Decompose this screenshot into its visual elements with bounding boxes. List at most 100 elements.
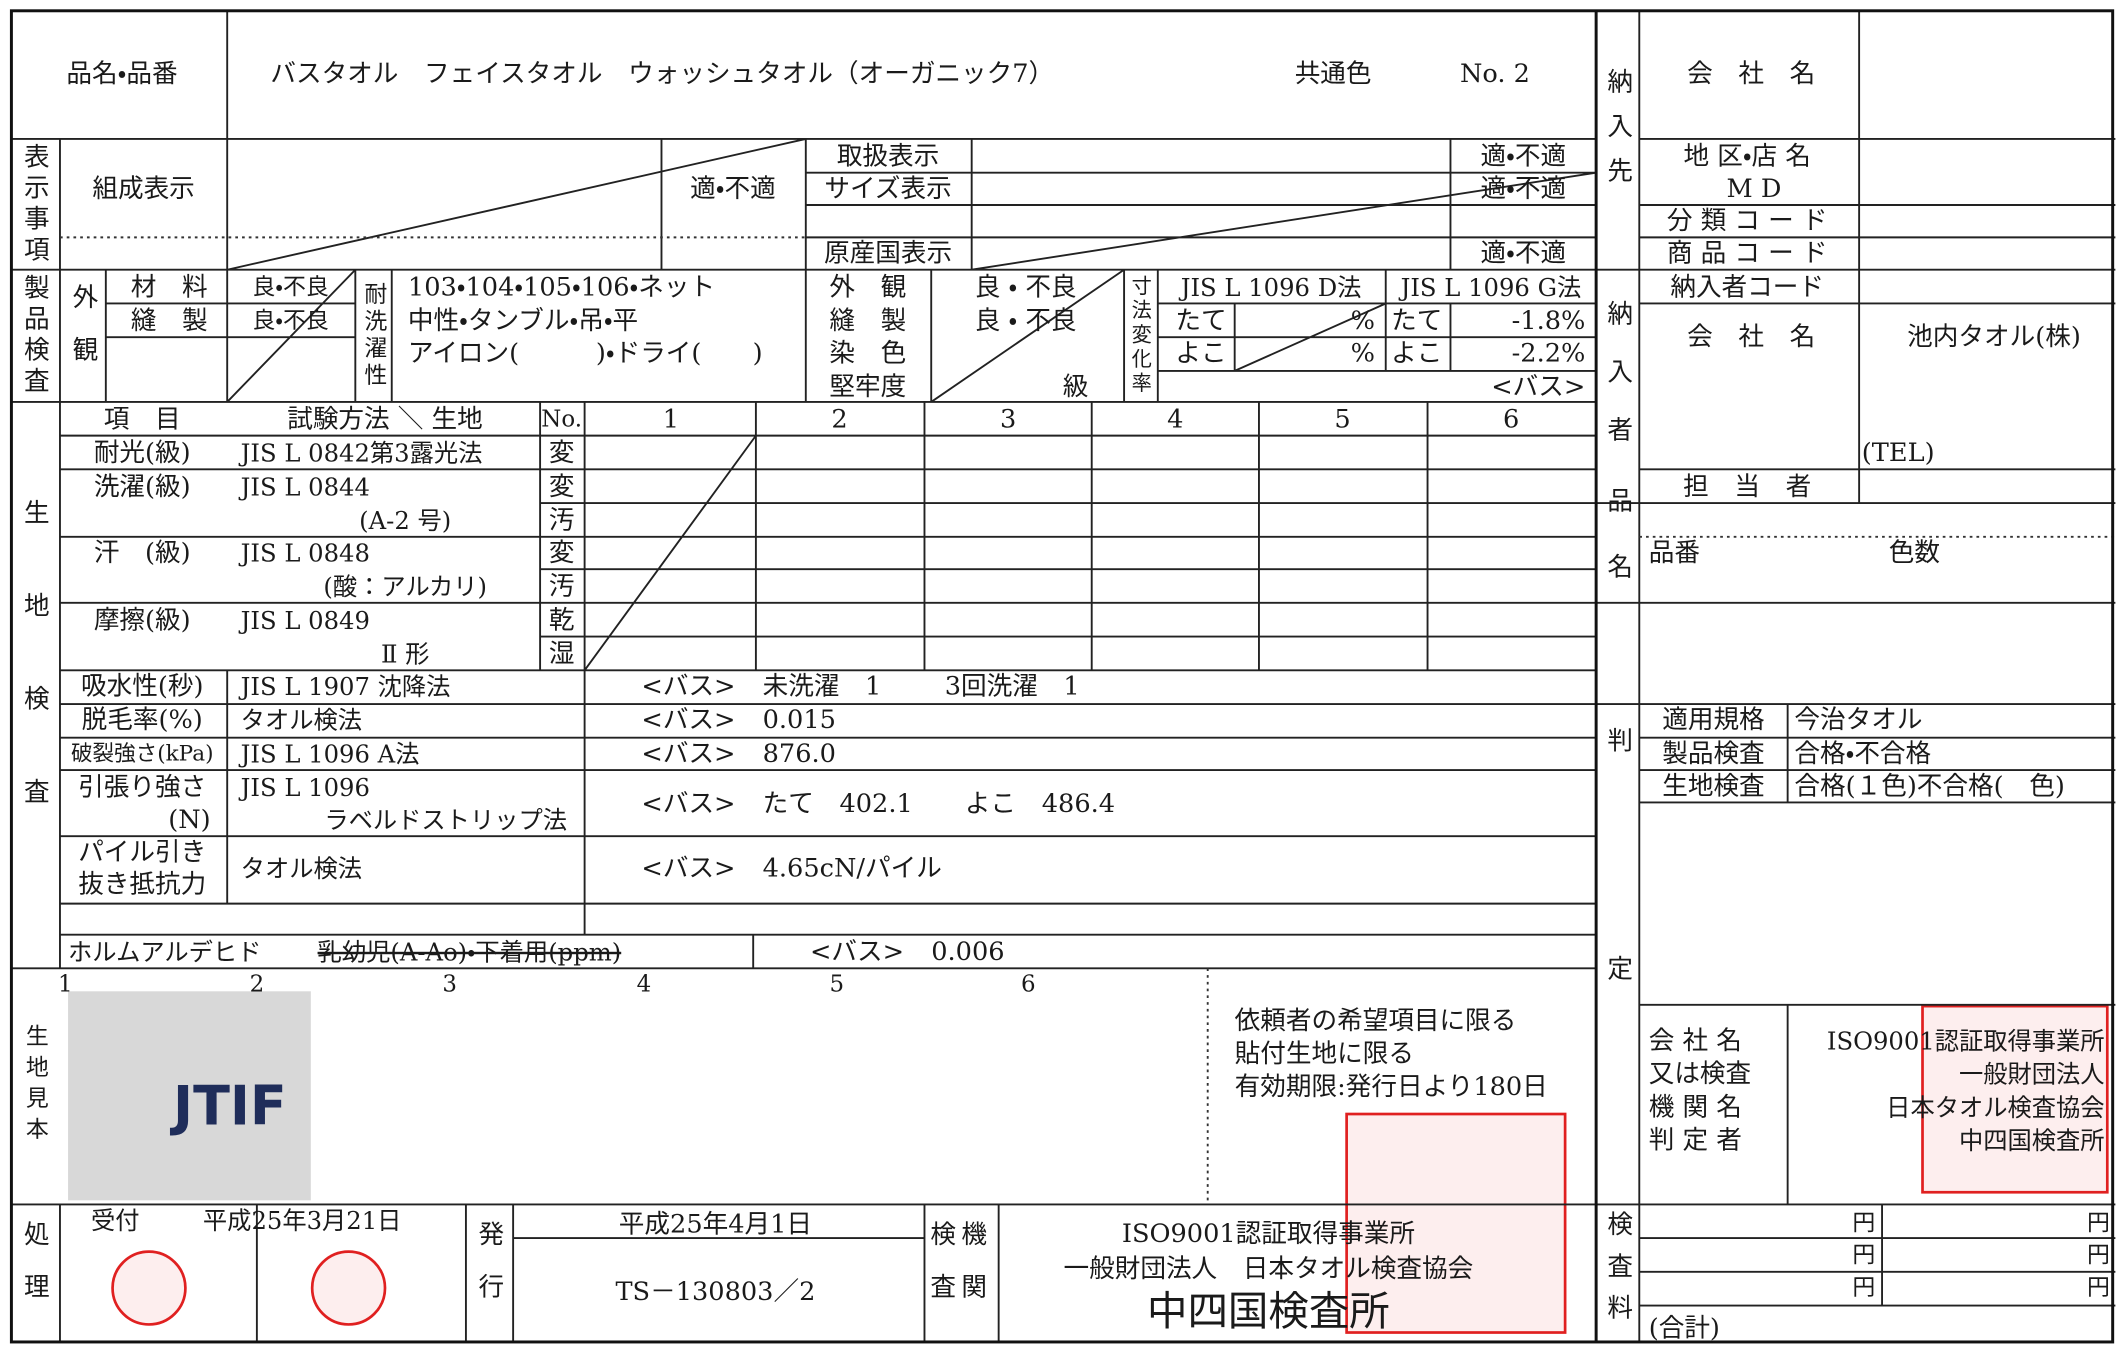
samples: 4 bbox=[1167, 404, 1183, 434]
samples: 3 bbox=[1000, 404, 1016, 434]
method: JIS L 1096 A法 bbox=[238, 739, 420, 768]
weft-g-value: -2.2% bbox=[1512, 338, 1586, 368]
sample: <バス> bbox=[641, 739, 735, 769]
item: 引張り強さ bbox=[78, 773, 206, 803]
section: 処理 bbox=[19, 1220, 49, 1326]
product-label: 品名・品番 bbox=[66, 59, 177, 89]
method: JIS L 1907 沈降法 bbox=[238, 672, 451, 701]
numbers: 4 bbox=[637, 972, 652, 998]
percent-d-weft: % bbox=[1351, 338, 1375, 368]
org-label: 検査 bbox=[926, 1220, 956, 1326]
method: Ⅱ 形 bbox=[381, 640, 429, 669]
values: 0.015 bbox=[763, 705, 836, 735]
method: JIS L 0844 bbox=[238, 472, 370, 501]
company-name: 会 社 名 bbox=[1687, 59, 1815, 89]
section: 表示事項 bbox=[19, 143, 49, 268]
issue-date: 平成25年4月1日 bbox=[619, 1210, 812, 1240]
product-check-label: 製品検査 bbox=[1662, 739, 1764, 769]
item: (N) bbox=[168, 805, 210, 835]
sewing-result: 良・不良 bbox=[252, 308, 329, 334]
method: 試験方法 ＼ 生地 bbox=[287, 404, 483, 434]
method: タオル検法 bbox=[241, 706, 362, 735]
item: ホルムアルデヒド bbox=[68, 938, 261, 967]
origin: 原産国表示 bbox=[824, 239, 952, 269]
material-result: 良・不良 bbox=[252, 274, 329, 300]
sample-swatch bbox=[68, 991, 311, 1201]
sewing2-result: 良 ・ 不良 bbox=[975, 306, 1077, 336]
samples: 6 bbox=[1503, 404, 1519, 434]
judge-labels: 判 定 者 bbox=[1649, 1125, 1742, 1155]
method: タオル検法 bbox=[241, 854, 362, 883]
size: サイズ表示 bbox=[824, 174, 951, 204]
sample: <バス> bbox=[1491, 372, 1585, 402]
method: JIS L 0842第3露光法 bbox=[238, 439, 483, 468]
method: JIS L 1096 bbox=[238, 773, 370, 802]
personal-seal bbox=[310, 1250, 387, 1326]
fastness: 堅牢度 bbox=[829, 372, 906, 402]
numbers: 2 bbox=[250, 972, 265, 998]
district: 地 区・店 名 bbox=[1683, 141, 1810, 171]
item: 抜き抵抗力 bbox=[78, 870, 206, 900]
notes: 貼付生地に限る bbox=[1235, 1039, 1414, 1069]
appearance2-result: 良 ・ 不良 bbox=[975, 272, 1077, 302]
judge-labels: 又は検査 bbox=[1649, 1059, 1751, 1089]
composition-result: 適・不適 bbox=[690, 174, 776, 204]
yen: 円 bbox=[2087, 1243, 2110, 1269]
sample: <バス> bbox=[641, 854, 735, 884]
fabric-check: 合格(１色)不合格( 色) bbox=[1794, 771, 2064, 801]
marks: 変 bbox=[549, 538, 575, 568]
section: 生地見本 bbox=[21, 1024, 48, 1148]
item: 摩擦(級) bbox=[94, 605, 191, 635]
values: たて 402.1 bbox=[763, 789, 913, 819]
item: 項 目 bbox=[104, 404, 181, 434]
product-code: 商 品 コ ー ド bbox=[1667, 239, 1828, 269]
numbers: 1 bbox=[58, 972, 73, 998]
weft: よこ bbox=[1175, 338, 1226, 368]
table-rules bbox=[11, 10, 2116, 1342]
method-g: JIS L 1096 G法 bbox=[1398, 273, 1582, 302]
appearance2: 外 観 bbox=[829, 272, 906, 302]
number: No. 2 bbox=[1460, 59, 1530, 89]
sample: <バス> bbox=[641, 705, 735, 735]
category-code: 分 類 コ ー ド bbox=[1667, 206, 1828, 236]
standard-label: 適用規格 bbox=[1662, 705, 1764, 735]
material: 材 料 bbox=[131, 272, 208, 302]
fee: 検査料 bbox=[1603, 1210, 1633, 1336]
color: 共通色 bbox=[1295, 59, 1372, 89]
values: 未洗濯 1 bbox=[763, 671, 882, 701]
yen: 円 bbox=[2087, 1210, 2110, 1236]
item: 耐光(級) bbox=[94, 438, 191, 468]
origin-result: 適・不適 bbox=[1481, 239, 1567, 269]
standard: 今治タオル bbox=[1794, 705, 1922, 735]
warp: たて bbox=[1175, 306, 1226, 336]
received-date: 平成25年3月21日 bbox=[203, 1206, 402, 1235]
numbers: 3 bbox=[442, 972, 457, 998]
sample: <バス> bbox=[810, 937, 904, 967]
judge-labels: 機 関 名 bbox=[1649, 1092, 1742, 1122]
received: 受付 bbox=[91, 1206, 140, 1235]
method: (酸：アルカリ) bbox=[323, 572, 487, 601]
care-result: 適・不適 bbox=[1481, 141, 1567, 171]
yen: 円 bbox=[1852, 1210, 1875, 1236]
org-label: 機関 bbox=[957, 1220, 987, 1326]
product-names: バスタオル フェイスタオル ウォッシュタオル（オーガニック7） bbox=[270, 59, 1054, 89]
values: 3回洗濯 1 bbox=[945, 671, 1080, 701]
percent-d-warp: % bbox=[1351, 306, 1375, 336]
org: 中四国検査所 bbox=[1147, 1287, 1390, 1335]
item: 吸水性(秒) bbox=[81, 671, 203, 701]
supplier-company-label: 会 社 名 bbox=[1687, 322, 1815, 352]
yen: 円 bbox=[2087, 1275, 2110, 1301]
item: パイル引き bbox=[78, 837, 206, 867]
color-count: 色数 bbox=[1889, 538, 1940, 568]
appearance: 外観 bbox=[68, 283, 98, 389]
care: 取扱表示 bbox=[837, 141, 939, 171]
samples: 1 bbox=[663, 404, 679, 434]
total: (合計) bbox=[1649, 1313, 1720, 1343]
wash-methods: 103・104・105・106・ネット bbox=[408, 272, 715, 302]
grade: 級 bbox=[1063, 372, 1089, 402]
dimension-change: 寸法変化率 bbox=[1128, 275, 1152, 397]
values: 4.65cN/パイル bbox=[763, 854, 942, 884]
